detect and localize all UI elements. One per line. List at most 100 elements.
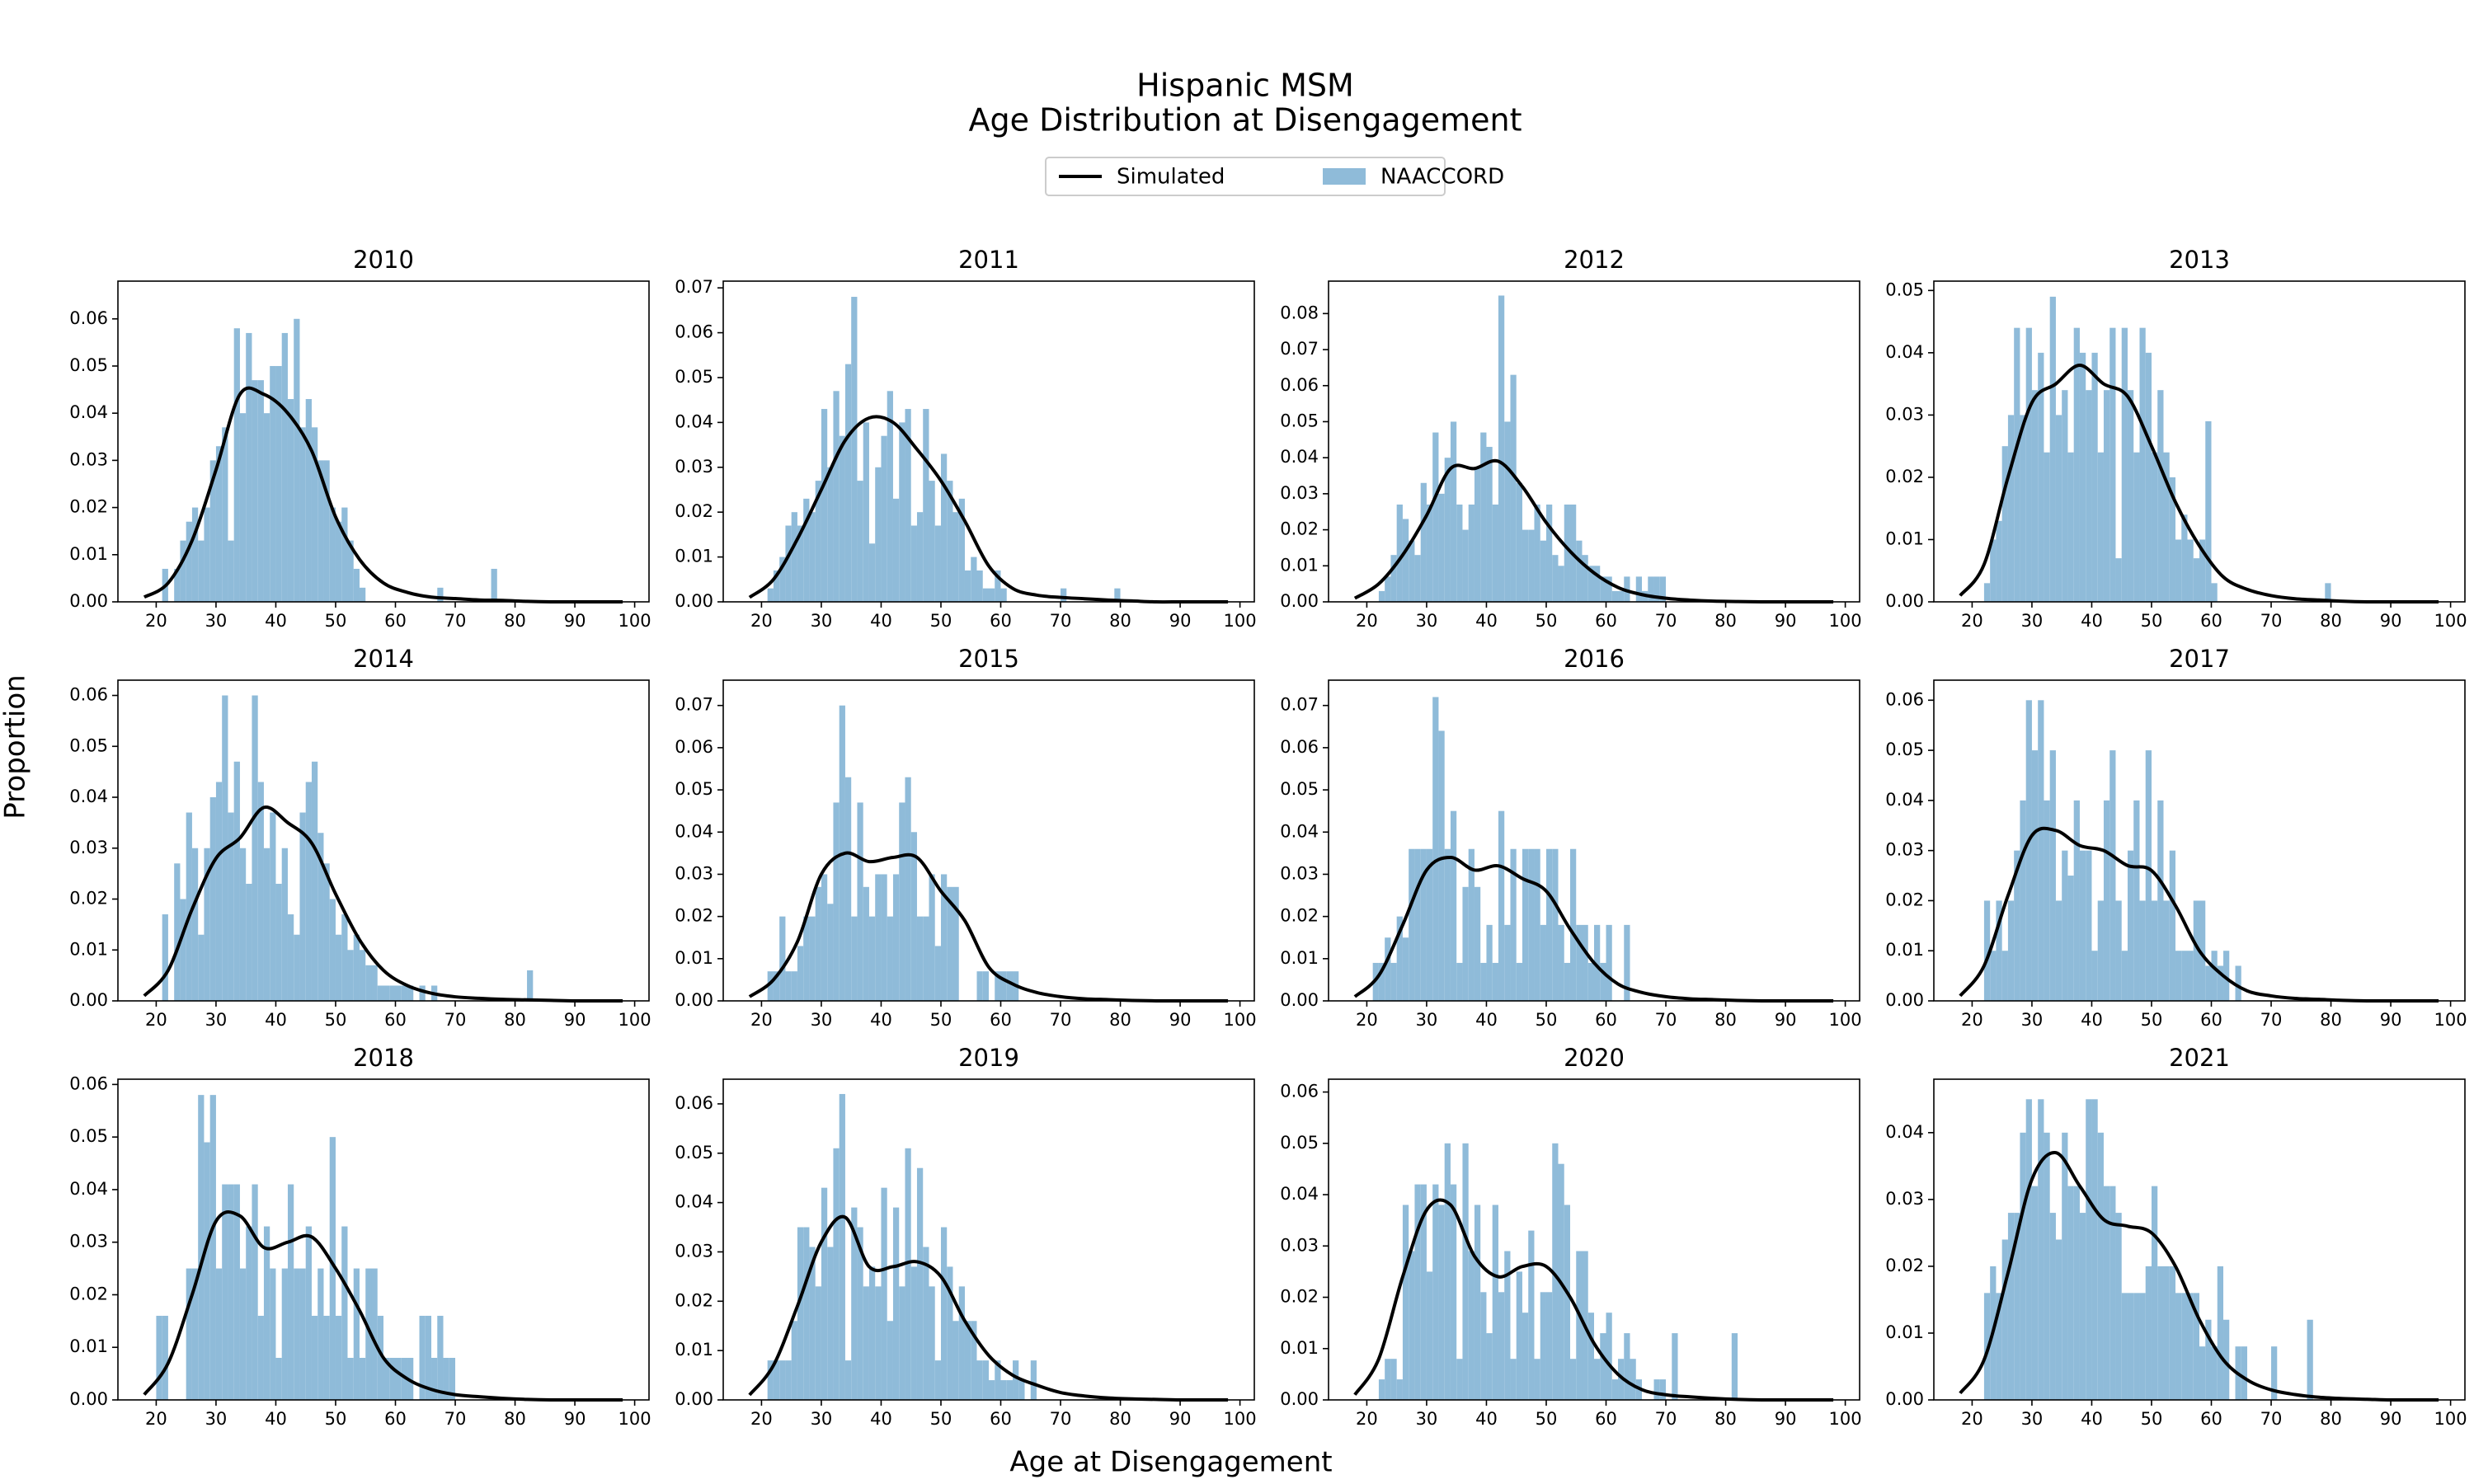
x-tick-label: 40 [265,611,287,631]
x-tick-label: 30 [2021,1409,2044,1429]
bar [2001,1239,2008,1400]
bar [294,934,300,1001]
bar [821,409,828,602]
x-tick-label: 40 [265,1409,287,1429]
bar [2223,951,2230,1001]
bar [773,570,780,602]
x-tick-label: 90 [2380,1409,2402,1429]
y-tick-label: 0.02 [1280,1287,1319,1307]
bar [929,1286,935,1400]
bar [2193,1293,2199,1400]
bar [527,970,534,1001]
y-tick-label: 0.02 [675,1290,713,1310]
bar [916,916,924,1001]
bar [311,761,318,1001]
bar [401,985,408,1001]
x-tick-label: 70 [1655,1010,1677,1030]
x-tick-label: 20 [750,611,773,631]
panel: 2012 20 30 40 50 60 70 80 90 100 0.00 0.01 0.02 0.03 0… [1280,246,1861,631]
bar [1576,924,1583,1001]
bar [1409,1251,1415,1400]
bar [1402,1205,1409,1400]
bar [791,512,797,602]
x-tick-label: 40 [265,1010,287,1030]
y-tick-label: 0.03 [69,838,108,857]
bar [1432,697,1439,1001]
axes-frame [722,1078,1255,1401]
x-tick-label: 40 [2081,611,2103,631]
bar [905,1148,911,1400]
axes-frame [1933,280,2466,603]
x-tick-label: 30 [205,1010,228,1030]
bar [347,540,354,602]
bar [2211,583,2218,602]
bar [2062,1132,2068,1400]
x-tick-label: 20 [145,611,167,631]
bar [275,365,282,602]
bar [329,1137,336,1400]
bar [1396,916,1403,1001]
axes-frame [117,1078,650,1401]
bar [1528,848,1535,1001]
x-tick-label: 60 [384,611,407,631]
bar [1474,886,1481,1001]
x-tick-label: 60 [990,1010,1012,1030]
bar [353,568,360,602]
bar [186,521,192,602]
bar [180,540,186,602]
bar [1648,576,1654,602]
bar [863,886,869,1001]
panel: 2019 20 30 40 50 60 70 80 90 100 0.00 0.01 0.02 0.03 0… [675,1044,1256,1429]
bar [881,1187,887,1400]
bar [2025,1099,2032,1400]
bar [257,782,264,1001]
bar [2007,900,2015,1001]
x-tick-label: 60 [2200,1409,2222,1429]
y-tick-label: 0.04 [1885,342,1924,362]
x-tick-label: 30 [811,1409,833,1429]
bar [2151,900,2158,1001]
bar [299,427,306,602]
bar [1545,504,1553,602]
bar [827,467,834,602]
bar [246,1226,252,1400]
panel-title: 2019 [958,1044,1019,1072]
bar [809,1247,816,1400]
y-tick-label: 0.04 [69,402,108,422]
bar [2271,1346,2278,1400]
y-tick-label: 0.01 [69,939,108,959]
bar [162,1315,168,1400]
y-tick-label: 0.00 [69,591,108,611]
bar [1450,810,1457,1001]
bar [1618,590,1625,602]
y-tick-label: 0.05 [69,1126,108,1146]
bar [2115,900,2122,1001]
bar [839,1093,845,1400]
bar [767,588,774,602]
bar [1426,504,1433,602]
bar [797,525,804,602]
bar [425,1315,432,1400]
bar [2055,900,2062,1001]
x-tick-label: 20 [1961,1010,1983,1030]
bar [2001,951,2008,1001]
panel: 2016 20 30 40 50 60 70 80 90 100 0.00 0.01 0.02 0.03 0… [1280,645,1861,1030]
bar [875,467,882,602]
bar [971,1321,977,1400]
bar [1402,937,1409,1001]
bar [2211,1346,2218,1400]
bar [329,899,336,1001]
bar [2097,900,2104,1001]
bar [2067,452,2074,602]
bar [2031,390,2039,602]
bar [827,1247,834,1400]
bar [929,874,935,1001]
bar [797,946,804,1001]
bar [1996,1293,2002,1400]
bar [263,413,270,602]
bar [2133,800,2140,1001]
bar [1438,1205,1445,1400]
bar [2205,1319,2212,1400]
bar [2325,583,2331,602]
bar [2014,1213,2020,1400]
